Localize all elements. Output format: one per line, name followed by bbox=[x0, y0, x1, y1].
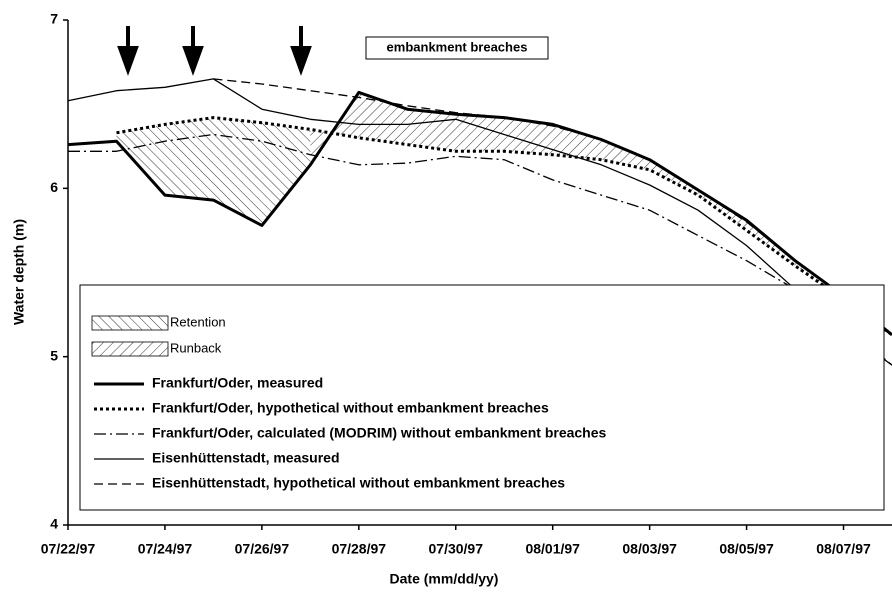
hatch-area bbox=[213, 117, 262, 226]
series-line bbox=[68, 133, 892, 366]
series-line bbox=[67, 90, 892, 336]
series-line bbox=[213, 78, 892, 336]
legend-patch bbox=[91, 315, 169, 331]
series-line bbox=[116, 116, 892, 337]
x-tick-label: 07/30/97 bbox=[429, 541, 484, 557]
legend-label: Eisenhüttenstadt, hypothetical without e… bbox=[152, 475, 565, 491]
legend-patch bbox=[91, 341, 169, 357]
y-tick-label: 5 bbox=[50, 347, 58, 363]
y-tick-label: 7 bbox=[50, 11, 58, 27]
series-line bbox=[67, 78, 892, 366]
legend-label: Eisenhüttenstadt, measured bbox=[152, 450, 340, 466]
x-tick-label: 08/03/97 bbox=[622, 541, 677, 557]
x-tick-label: 08/01/97 bbox=[525, 541, 580, 557]
hatch-area bbox=[407, 109, 456, 152]
hatch-area bbox=[601, 139, 650, 170]
legend-box bbox=[79, 284, 885, 511]
x-axis-label: Date (mm/dd/yy) bbox=[390, 571, 499, 587]
legend-label: Runback bbox=[170, 340, 222, 355]
x-tick-label: 07/24/97 bbox=[138, 541, 193, 557]
legend-label: Frankfurt/Oder, hypothetical without emb… bbox=[152, 400, 549, 416]
hatch-area bbox=[552, 124, 602, 160]
x-tick-label: 08/07/97 bbox=[816, 541, 871, 557]
y-tick-label: 4 bbox=[50, 516, 58, 532]
hatch-area bbox=[116, 124, 165, 196]
x-tick-label: 08/05/97 bbox=[719, 541, 774, 557]
x-tick-label: 07/28/97 bbox=[332, 541, 387, 557]
annotation: embankment breaches bbox=[387, 39, 528, 54]
y-axis-label: Water depth (m) bbox=[11, 219, 27, 325]
legend-label: Frankfurt/Oder, measured bbox=[152, 375, 323, 391]
hatch-area bbox=[261, 122, 311, 226]
y-tick-label: 6 bbox=[50, 179, 58, 195]
legend-label: Frankfurt/Oder, calculated (MODRIM) with… bbox=[152, 425, 607, 441]
hatch-area bbox=[164, 117, 214, 201]
legend-label: Retention bbox=[170, 314, 226, 329]
arrows bbox=[117, 26, 312, 76]
annotation-box bbox=[365, 36, 549, 60]
x-tick-label: 07/26/97 bbox=[235, 541, 290, 557]
x-tick-label: 07/22/97 bbox=[41, 541, 96, 557]
